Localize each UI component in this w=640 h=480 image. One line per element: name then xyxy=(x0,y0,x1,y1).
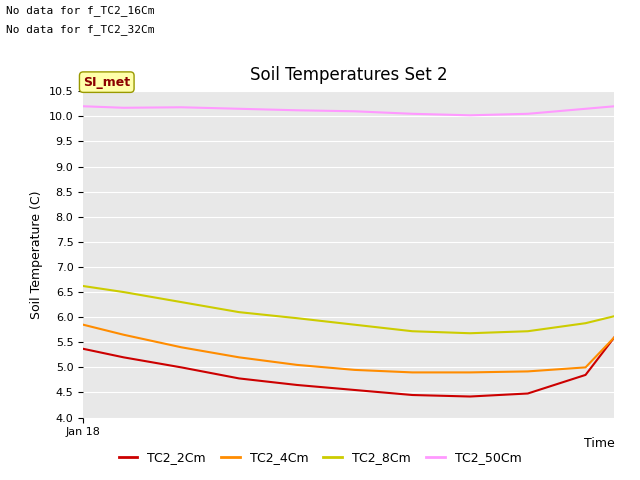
Y-axis label: Soil Temperature (C): Soil Temperature (C) xyxy=(30,190,44,319)
Text: No data for f_TC2_16Cm: No data for f_TC2_16Cm xyxy=(6,5,155,16)
Text: SI_met: SI_met xyxy=(83,76,131,89)
Text: Time: Time xyxy=(584,437,614,450)
Text: No data for f_TC2_32Cm: No data for f_TC2_32Cm xyxy=(6,24,155,35)
Legend: TC2_2Cm, TC2_4Cm, TC2_8Cm, TC2_50Cm: TC2_2Cm, TC2_4Cm, TC2_8Cm, TC2_50Cm xyxy=(114,446,526,469)
Title: Soil Temperatures Set 2: Soil Temperatures Set 2 xyxy=(250,66,447,84)
